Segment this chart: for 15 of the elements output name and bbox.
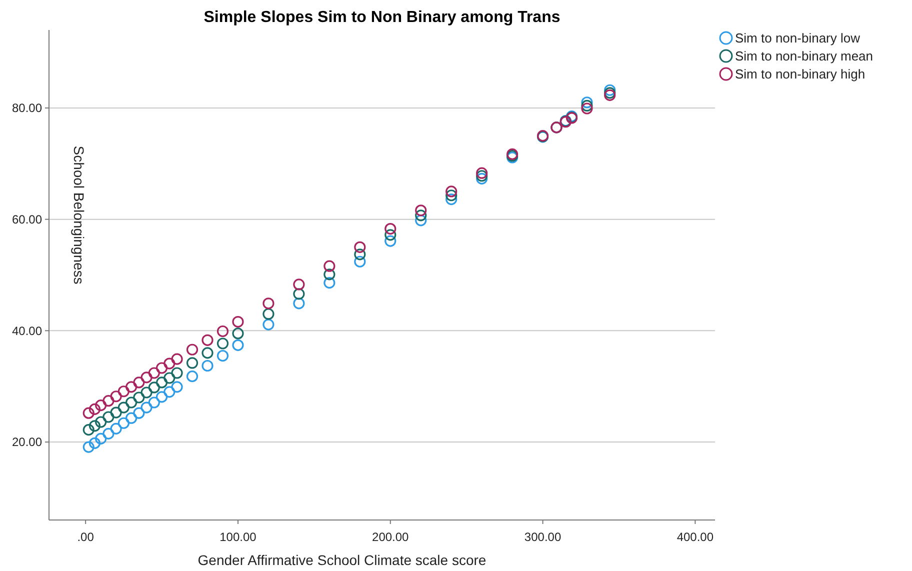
legend-label: Sim to non-binary mean — [735, 48, 874, 64]
y-axis-title: School Belongingness — [71, 146, 87, 284]
legend-label: Sim to non-binary low — [735, 30, 861, 46]
x-tick-label: 400.00 — [676, 530, 714, 544]
y-tick-label: 20.00 — [12, 435, 42, 450]
x-tick-label: 300.00 — [524, 530, 562, 544]
legend-label: Sim to non-binary high — [735, 66, 866, 82]
chart-title: Simple Slopes Sim to Non Binary among Trans — [204, 9, 560, 26]
x-tick-label: .00 — [77, 530, 94, 544]
x-tick-label: 200.00 — [372, 530, 410, 544]
y-tick-label: 40.00 — [12, 324, 42, 338]
x-axis-title: Gender Affirmative School Climate scale score — [198, 552, 486, 568]
x-tick-label: 100.00 — [220, 530, 257, 544]
y-tick-label: 80.00 — [12, 101, 42, 116]
y-tick-label: 60.00 — [12, 212, 42, 227]
